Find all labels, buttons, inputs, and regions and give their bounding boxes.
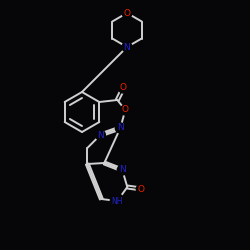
Circle shape — [122, 42, 132, 52]
Circle shape — [122, 8, 132, 18]
Text: O: O — [124, 8, 130, 18]
Circle shape — [115, 123, 125, 133]
Text: O: O — [138, 184, 145, 194]
Circle shape — [136, 184, 146, 194]
Text: N: N — [124, 42, 130, 51]
Circle shape — [110, 194, 124, 208]
Text: O: O — [122, 106, 129, 114]
Circle shape — [120, 105, 130, 115]
Text: O: O — [120, 84, 127, 92]
Circle shape — [117, 165, 127, 175]
Text: N: N — [117, 124, 124, 132]
Text: N: N — [97, 130, 104, 140]
Circle shape — [95, 130, 105, 140]
Text: N: N — [119, 166, 126, 174]
Text: NH: NH — [112, 196, 123, 205]
Circle shape — [118, 83, 128, 93]
